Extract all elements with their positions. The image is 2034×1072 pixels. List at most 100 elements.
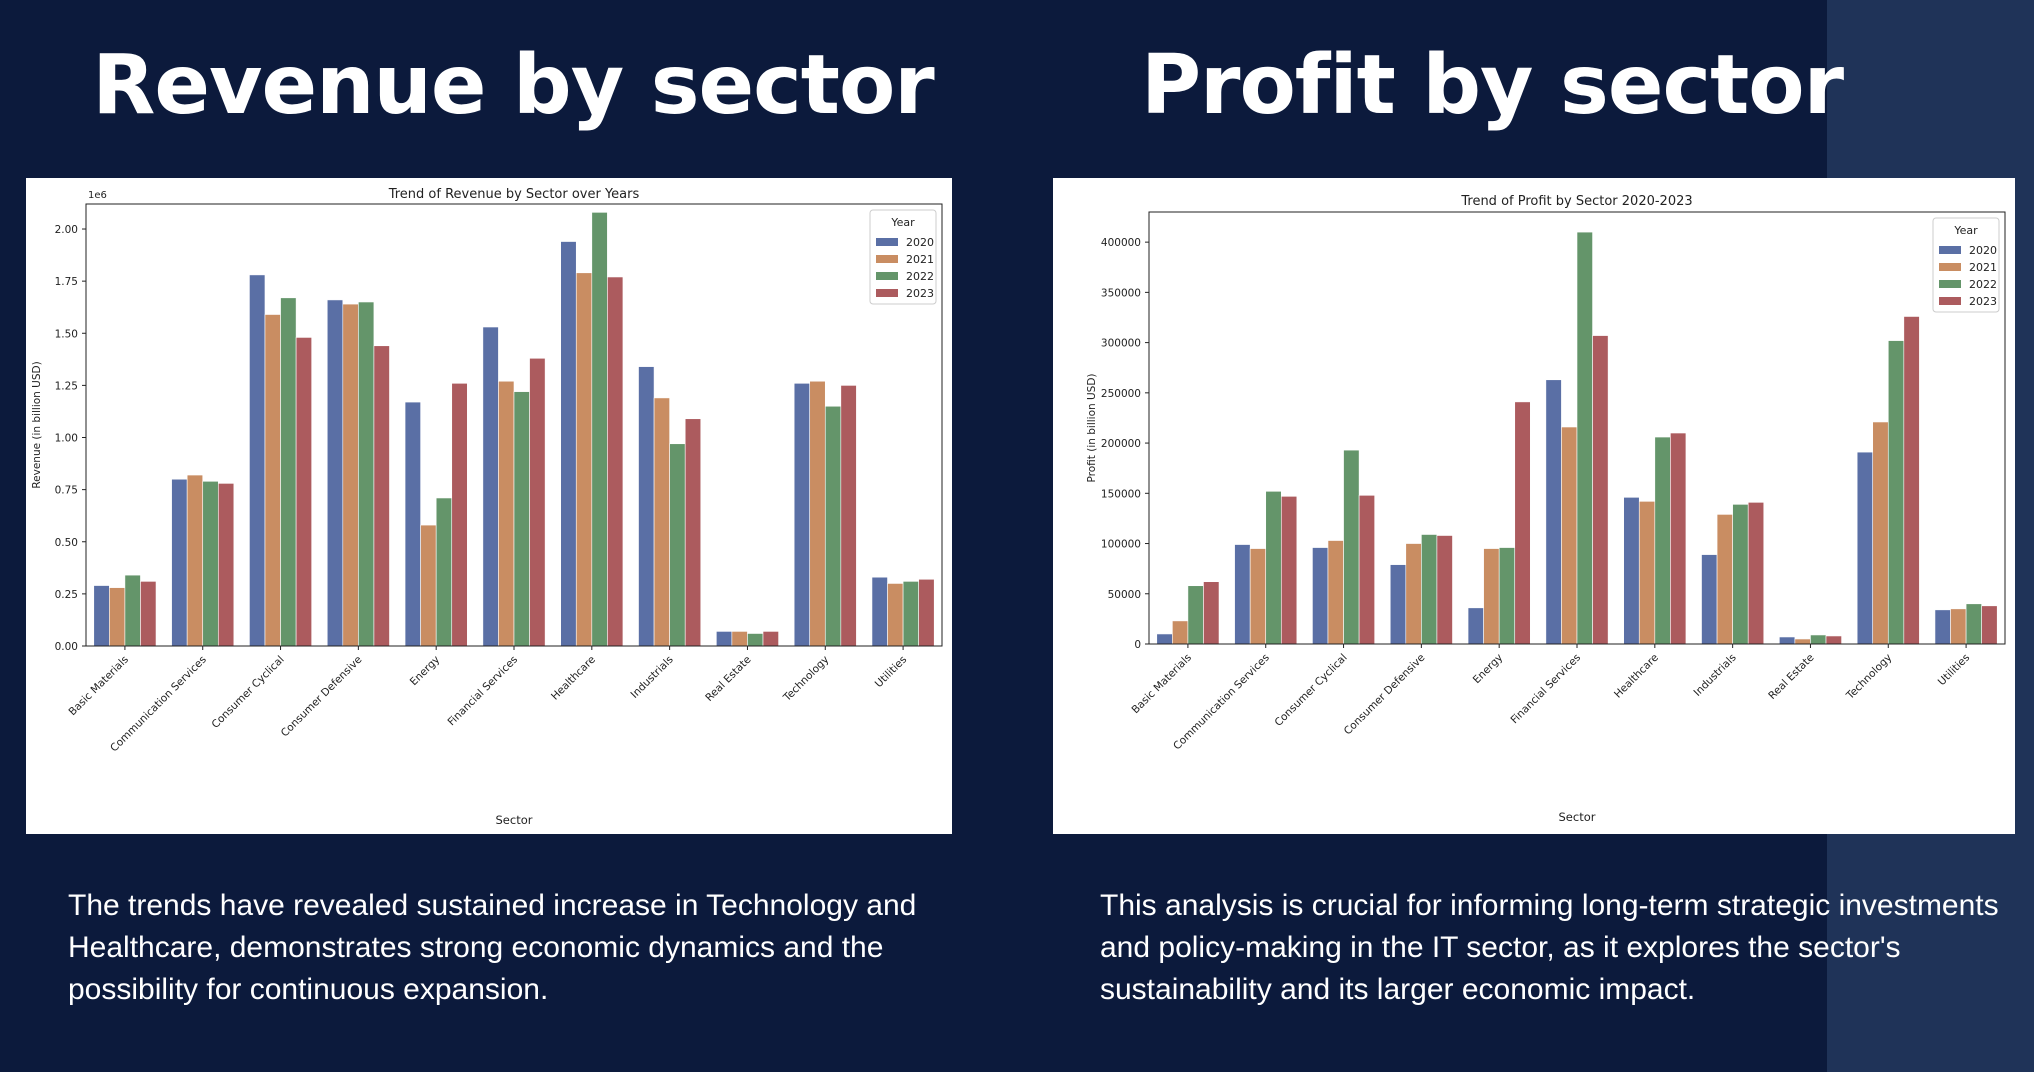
bar (202, 480, 219, 647)
legend-swatch (1939, 280, 1961, 288)
legend-title: Year (1953, 224, 1978, 237)
bar (217, 483, 235, 647)
legend-swatch (1939, 263, 1961, 271)
x-tick-label: Technology (781, 654, 832, 705)
bar (326, 299, 344, 647)
bar (762, 631, 779, 647)
y-tick-label: 0.25 (55, 589, 78, 601)
bar (684, 418, 702, 647)
bar (1794, 638, 1811, 645)
bar (1965, 603, 1982, 645)
x-axis-label: Sector (1559, 810, 1596, 824)
bar (669, 443, 686, 647)
legend-label: 2020 (906, 236, 934, 249)
bar (358, 301, 375, 647)
legend-label: 2022 (1969, 278, 1997, 291)
bar (295, 337, 312, 647)
legend-label: 2023 (1969, 295, 1997, 308)
y-tick-label: 50000 (1108, 589, 1141, 601)
bar (1545, 379, 1562, 645)
y-tick-label: 400000 (1101, 237, 1141, 249)
y-tick-label: 1.00 (55, 433, 78, 445)
x-axis-label: Sector (496, 813, 533, 827)
bar (1187, 585, 1204, 645)
bar (249, 274, 266, 647)
y-tick-label: 2.00 (55, 224, 78, 236)
bar (342, 303, 359, 647)
bar (1156, 633, 1173, 645)
legend-label: 2020 (1969, 244, 1997, 257)
bar (793, 383, 811, 647)
x-tick-label: Technology (1844, 652, 1895, 703)
x-tick-label: Consumer Defensive (1342, 652, 1428, 738)
bar (809, 380, 826, 647)
legend-swatch (1939, 246, 1961, 254)
legend-label: 2021 (906, 253, 934, 266)
x-tick-label: Industrials (629, 654, 676, 701)
y-tick-label: 1.75 (55, 276, 78, 288)
bar (1903, 316, 1920, 645)
x-tick-label: Financial Services (445, 654, 520, 729)
bar (918, 578, 935, 647)
revenue-caption: The trends have revealed sustained incre… (68, 889, 917, 1006)
y-offset-label: 1e6 (88, 190, 107, 201)
y-tick-label: 250000 (1101, 388, 1141, 400)
bar (902, 581, 919, 647)
bar (1514, 401, 1531, 645)
y-tick-label: 300000 (1101, 338, 1141, 350)
legend-box (869, 209, 937, 305)
bar (1887, 340, 1905, 645)
bar (731, 631, 748, 647)
bar (1825, 635, 1842, 645)
bar (404, 401, 421, 647)
bar (420, 524, 437, 647)
bar (575, 272, 593, 647)
chart-title: Trend of Profit by Sector 2020-2023 (1460, 194, 1692, 209)
bar (1779, 636, 1796, 645)
bar (482, 326, 499, 647)
bar (887, 583, 904, 647)
bar (1358, 495, 1375, 645)
bar (1467, 607, 1484, 645)
legend-swatch (876, 238, 898, 246)
bar (1670, 432, 1687, 645)
bar (1327, 540, 1344, 645)
legend-swatch (876, 255, 898, 263)
bar (1280, 496, 1298, 645)
bar (1981, 605, 1998, 645)
y-tick-label: 0.50 (55, 537, 78, 549)
bar (513, 391, 530, 647)
chart-title: Trend of Revenue by Sector over Years (388, 187, 640, 202)
bar (280, 297, 297, 647)
bar (1498, 547, 1516, 645)
bar (716, 631, 733, 647)
x-tick-label: Financial Services (1508, 652, 1583, 727)
revenue-chart-card: Trend of Revenue by Sector over Years 1e6… (26, 178, 952, 834)
bar (109, 587, 126, 647)
legend-swatch (1939, 297, 1961, 305)
legend-label: 2022 (906, 270, 934, 283)
legend-swatch (876, 289, 898, 297)
legend-label: 2023 (906, 287, 934, 300)
x-tick-label: Consumer Cyclical (1272, 652, 1349, 729)
y-axis-label: Revenue (in billion USD) (31, 361, 43, 488)
x-tick-label: Energy (1471, 652, 1505, 686)
bar (451, 383, 468, 647)
x-tick-label: Utilities (1936, 652, 1972, 688)
y-tick-label: 0.00 (55, 641, 78, 653)
bar (638, 366, 655, 647)
x-tick-label: Consumer Defensive (279, 654, 365, 740)
x-tick-label: Healthcare (1612, 652, 1661, 701)
bar (1747, 502, 1765, 645)
bar (1421, 534, 1438, 645)
bar (824, 405, 842, 647)
x-tick-label: Energy (408, 654, 442, 688)
bar (840, 385, 857, 647)
bar (1312, 547, 1329, 645)
x-tick-label: Real Estate (703, 654, 753, 704)
profit-chart: Trend of Profit by Sector 2020-2023 0 5000… (1086, 194, 2006, 824)
y-tick-label: 100000 (1101, 539, 1141, 551)
x-tick-label: Healthcare (549, 654, 598, 703)
x-tick-label: Basic Materials (66, 654, 131, 719)
legend-label: 2021 (1969, 261, 1997, 274)
